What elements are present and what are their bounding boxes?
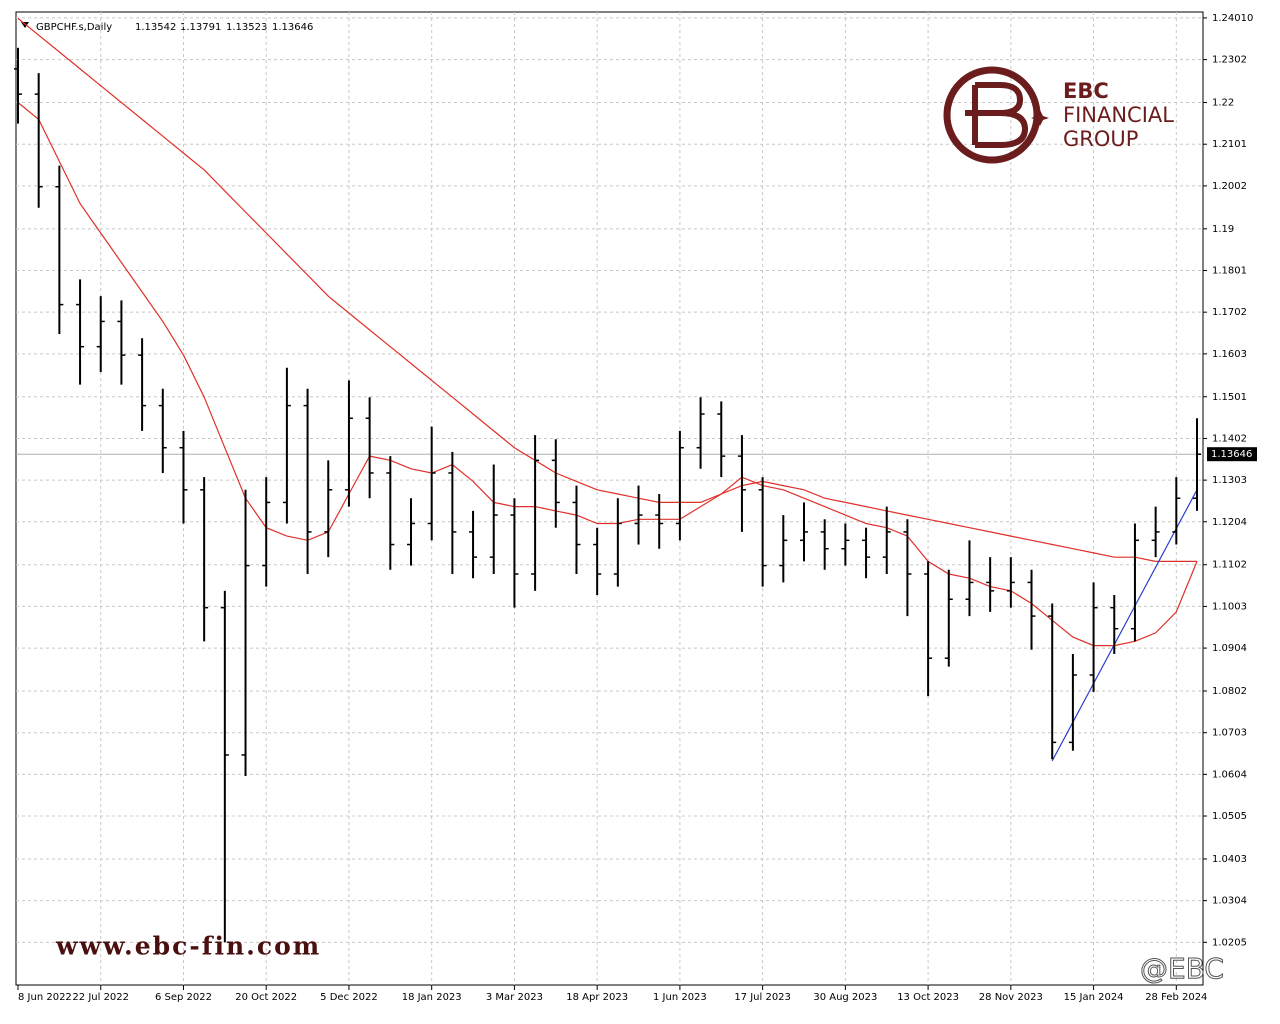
y-tick-label: 1.1402 — [1212, 433, 1247, 444]
indicator-line — [1051, 489, 1198, 762]
y-tick-label: 1.2002 — [1212, 181, 1247, 192]
indicator-line — [17, 17, 1197, 562]
y-tick-label: 1.1702 — [1212, 307, 1247, 318]
y-tick-label: 1.0403 — [1212, 854, 1247, 865]
y-tick-label: 1.19 — [1212, 224, 1234, 235]
y-tick-label: 1.0802 — [1212, 686, 1247, 697]
logo-ring — [943, 66, 1041, 164]
plot-frame — [15, 11, 1204, 986]
y-tick-label: 1.0505 — [1212, 811, 1247, 822]
y-tick-label: 1.0304 — [1212, 896, 1247, 907]
plot-layer — [14, 12, 1203, 985]
x-tick-label: 1 Jun 2023 — [653, 992, 707, 1003]
x-tick-label: 8 Jun 2022 — [18, 992, 72, 1003]
y-tick-label: 1.0904 — [1212, 643, 1247, 654]
y-tick-label: 1.1603 — [1212, 349, 1247, 360]
last-price-box — [1207, 447, 1257, 462]
x-tick-label: 17 Jul 2023 — [734, 992, 791, 1003]
menu-arrow — [21, 22, 29, 28]
indicator-line — [17, 102, 1198, 647]
x-tick-label: 28 Nov 2023 — [979, 992, 1043, 1003]
logo-text: FINANCIAL — [1063, 103, 1174, 127]
y-tick-label: 1.1003 — [1212, 601, 1247, 612]
y-tick-label: 1.2302 — [1212, 55, 1247, 66]
y-tick-label: 1.0205 — [1212, 937, 1247, 948]
y-tick-label: 1.0604 — [1212, 769, 1247, 780]
logo: EBC FINANCIAL GROUP — [943, 66, 1174, 164]
x-tick-label: 20 Oct 2022 — [235, 992, 297, 1003]
x-tick-label: 15 Jan 2024 — [1064, 992, 1124, 1003]
ohlc-high: 1.13791 — [180, 22, 221, 33]
x-tick-label: 13 Oct 2023 — [897, 992, 959, 1003]
y-tick-label: 1.1204 — [1212, 517, 1247, 528]
y-tick-label: 1.1801 — [1212, 265, 1247, 276]
y-tick-label: 1.24010 — [1212, 13, 1253, 24]
y-tick-label: 1.1501 — [1212, 392, 1247, 403]
x-tick-label: 3 Mar 2023 — [486, 992, 543, 1003]
x-tick-label: 18 Jan 2023 — [402, 992, 462, 1003]
x-tick-label: 28 Feb 2024 — [1145, 992, 1207, 1003]
y-tick-label: 1.2101 — [1212, 139, 1247, 150]
y-tick-label: 1.1303 — [1212, 475, 1247, 486]
y-tick-label: 1.0703 — [1212, 728, 1247, 739]
watermark: @EBC — [1140, 952, 1224, 985]
ohlc-low: 1.13523 — [226, 22, 267, 33]
logo-mark — [965, 82, 1029, 148]
x-tick-label: 18 Apr 2023 — [566, 992, 628, 1003]
last-price-label: 1.13646 — [1211, 449, 1252, 460]
x-tick-label: 22 Jul 2022 — [72, 992, 129, 1003]
y-tick-label: 1.22 — [1212, 98, 1234, 109]
website: www.ebc-fin.com — [55, 932, 321, 961]
logo-star — [1031, 110, 1049, 126]
ohlc-open: 1.13542 — [135, 22, 176, 33]
x-tick-label: 30 Aug 2023 — [813, 992, 877, 1003]
ohlc-close: 1.13646 — [272, 22, 313, 33]
x-tick-label: 5 Dec 2022 — [320, 992, 378, 1003]
symbol-title: GBPCHF.s,Daily — [36, 22, 112, 33]
y-tick-label: 1.1102 — [1212, 560, 1247, 571]
logo-text: GROUP — [1063, 127, 1138, 151]
logo-text: EBC — [1063, 79, 1109, 103]
x-tick-label: 6 Sep 2022 — [155, 992, 212, 1003]
